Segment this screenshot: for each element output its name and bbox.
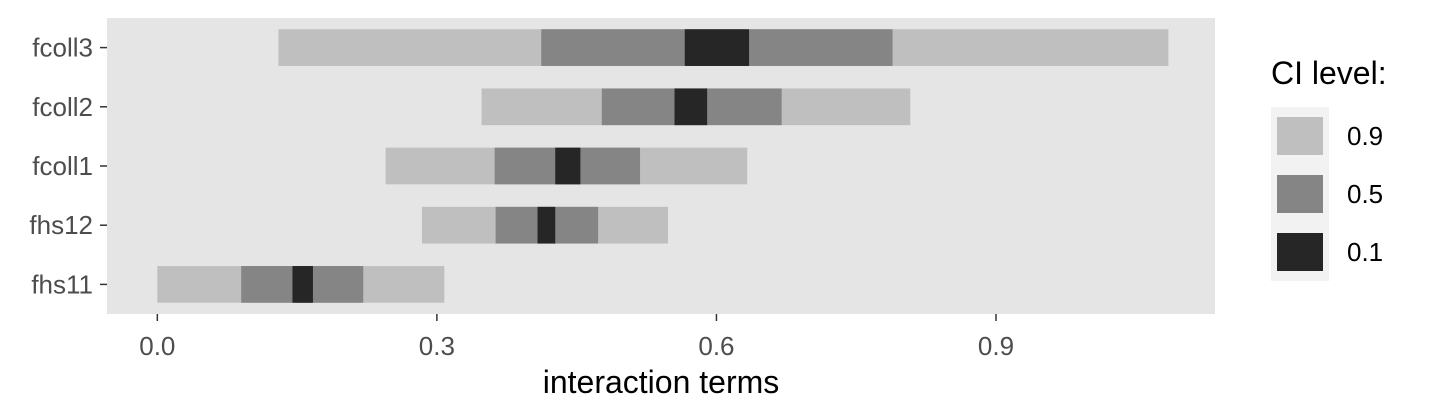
interval-bar-fhs12-ci-0.1 bbox=[537, 206, 556, 244]
legend-items: 0.9 0.5 0.1 bbox=[1277, 117, 1383, 271]
x-tick-label: 0.9 bbox=[978, 331, 1014, 361]
x-tick-label: 0.6 bbox=[698, 331, 734, 361]
interval-bars bbox=[157, 29, 1169, 303]
interval-bar-fcoll1-ci-0.1 bbox=[555, 147, 581, 185]
y-tick-label: fhs12 bbox=[29, 210, 93, 240]
x-axis-title: interaction terms bbox=[543, 364, 780, 400]
y-tick-label: fhs11 bbox=[31, 269, 93, 299]
interval-bar-fcoll2-ci-0.1 bbox=[674, 88, 708, 126]
interval-bar-fhs11-ci-0.1 bbox=[292, 266, 313, 303]
y-axis: fcoll3 fcoll2 fcoll1 fhs12 fhs11 bbox=[29, 33, 107, 299]
y-tick-label: fcoll1 bbox=[32, 151, 93, 181]
legend: CI level: 0.9 0.5 0.1 bbox=[1271, 55, 1387, 281]
legend-swatch-0.1 bbox=[1277, 233, 1323, 271]
legend-label: 0.5 bbox=[1347, 179, 1383, 209]
x-axis: 0.0 0.3 0.6 0.9 bbox=[139, 314, 1014, 361]
legend-label: 0.1 bbox=[1347, 237, 1383, 267]
x-tick-label: 0.0 bbox=[139, 331, 175, 361]
x-tick-label: 0.3 bbox=[419, 331, 455, 361]
y-tick-label: fcoll2 bbox=[32, 92, 93, 122]
interval-bar-fcoll3-ci-0.1 bbox=[684, 29, 750, 66]
legend-label: 0.9 bbox=[1347, 121, 1383, 151]
legend-title: CI level: bbox=[1271, 55, 1387, 91]
legend-swatch-0.5 bbox=[1277, 175, 1323, 213]
legend-swatch-0.9 bbox=[1277, 117, 1323, 155]
y-tick-label: fcoll3 bbox=[32, 33, 93, 63]
